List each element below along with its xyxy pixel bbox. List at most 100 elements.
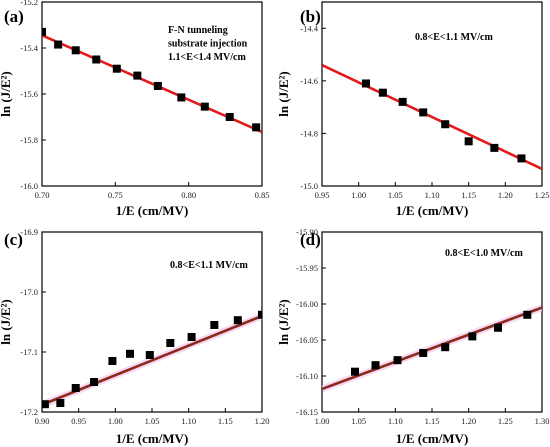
y-axis-label: ln (J/E²) xyxy=(0,299,13,344)
annotation-text: 0.8<E<1.1 MV/cm xyxy=(415,32,493,43)
data-point xyxy=(371,361,380,370)
y-tick-label: -17.1 xyxy=(20,347,38,357)
data-point xyxy=(233,316,242,325)
x-tick-label: 1.15 xyxy=(461,190,476,200)
x-tick-label: 1.15 xyxy=(218,416,233,426)
panel-label: (b) xyxy=(300,7,321,26)
panel-b: 0.95 1.00 1.05 1.10 1.15 1.20 1.25 -15.0 -14.8 -1… xyxy=(276,1,550,218)
x-tick-label: 0.95 xyxy=(315,190,330,200)
x-tick-label: 0.85 xyxy=(255,190,270,200)
panel-label: (a) xyxy=(4,7,24,26)
y-tick-label: -16.15 xyxy=(296,407,318,417)
data-point xyxy=(362,79,370,88)
data-point xyxy=(166,339,175,347)
y-tick-label: -14.6 xyxy=(300,76,318,86)
y-tick-label: -16.10 xyxy=(296,371,318,381)
x-tick-label: 1.20 xyxy=(461,416,476,426)
y-tick-label: -15.6 xyxy=(20,89,38,99)
x-tick-label: 1.05 xyxy=(388,190,403,200)
data-point xyxy=(112,64,121,73)
data-point xyxy=(177,93,186,102)
data-point xyxy=(419,348,428,357)
x-tick-label: 1.05 xyxy=(351,416,366,426)
data-point xyxy=(258,310,262,319)
plot-area xyxy=(42,310,262,409)
data-point xyxy=(398,97,407,106)
y-tick-label: -15.0 xyxy=(300,181,318,191)
y-tick-label: -16.0 xyxy=(20,181,38,191)
x-tick-label: 0.95 xyxy=(71,416,86,426)
x-tick-label: 1.00 xyxy=(351,190,366,200)
data-point xyxy=(468,332,477,341)
data-point xyxy=(393,356,402,365)
data-point xyxy=(490,143,499,152)
y-tick-label: -16.00 xyxy=(296,299,318,309)
data-point xyxy=(464,137,473,146)
y-tick-label: -16.9 xyxy=(20,227,38,237)
panel-d: 1.00 1.05 1.10 1.15 1.20 1.25 1.30 -16.15 -16.10… xyxy=(276,227,549,446)
data-point xyxy=(187,333,196,341)
y-tick-label: -16.05 xyxy=(296,335,318,345)
data-point xyxy=(145,351,154,359)
annotation-text: F-N tunneling xyxy=(168,25,228,36)
data-point xyxy=(523,310,532,319)
x-axis-label: 1/E (cm/MV) xyxy=(396,203,469,218)
plot-area xyxy=(42,27,262,134)
annotation-text: 0.8<E<1.1 MV/cm xyxy=(170,260,248,271)
x-tick-label: 1.25 xyxy=(498,416,513,426)
y-axis-label: ln (J/E²) xyxy=(276,299,291,344)
x-tick-label: 0.75 xyxy=(108,190,123,200)
y-axis-label: ln (J/E²) xyxy=(276,71,291,116)
x-tick-label: 0.80 xyxy=(181,190,196,200)
x-tick-label: 1.25 xyxy=(535,190,550,200)
data-point xyxy=(351,367,359,376)
data-point xyxy=(92,55,101,64)
x-tick-label: 1.10 xyxy=(425,190,440,200)
x-tick-label: 1.00 xyxy=(108,416,123,426)
x-axis-label: 1/E (cm/MV) xyxy=(396,431,469,446)
annotation-text: substrate injection xyxy=(168,39,248,50)
x-tick-label: 0.70 xyxy=(35,190,50,200)
x-tick-label: 1.30 xyxy=(535,416,550,426)
plot-area xyxy=(322,63,542,171)
panel-label: (d) xyxy=(300,230,321,249)
fit-line xyxy=(322,63,542,171)
data-point xyxy=(42,400,49,409)
data-point xyxy=(252,123,261,132)
data-point xyxy=(133,71,142,80)
y-tick-label: -15.2 xyxy=(20,0,38,7)
data-point xyxy=(200,102,209,111)
x-axis-label: 1/E (cm/MV) xyxy=(116,431,189,446)
panel-c: 0.90 0.95 1.00 1.05 1.10 1.15 1.20 -17.2 -17.1 -1… xyxy=(0,227,269,446)
data-point xyxy=(419,108,428,117)
x-tick-label: 1.20 xyxy=(255,416,270,426)
x-tick-label: 1.20 xyxy=(498,190,513,200)
y-axis-label: ln (J/E²) xyxy=(0,71,13,116)
x-tick-label: 1.05 xyxy=(145,416,160,426)
y-tick-label: -15.8 xyxy=(20,135,38,145)
annotation-text: 1.1<E<1.4 MV/cm xyxy=(168,52,246,63)
y-tick-label: -14.4 xyxy=(300,23,318,33)
plot-frame xyxy=(321,1,543,187)
data-point xyxy=(90,378,99,386)
data-point xyxy=(378,88,387,97)
data-point xyxy=(108,357,117,365)
plot-frame xyxy=(41,1,263,187)
x-axis-label: 1/E (cm/MV) xyxy=(116,203,189,218)
data-point xyxy=(56,399,65,407)
x-tick-label: 1.00 xyxy=(315,416,330,426)
fit-line xyxy=(322,306,542,391)
data-point xyxy=(517,154,526,163)
data-point xyxy=(441,343,450,352)
y-tick-label: -15.90 xyxy=(296,227,318,237)
data-point xyxy=(54,40,63,49)
x-tick-label: 1.15 xyxy=(425,416,440,426)
panel-a: 0.70 0.75 0.80 0.85 -16.0 -15.8 -15.6 -15.4 -15.… xyxy=(0,0,269,218)
y-tick-label: -14.8 xyxy=(300,128,318,138)
data-point xyxy=(153,81,162,90)
annotation-text: 0.8<E<1.0 MV/cm xyxy=(445,248,523,259)
y-tick-label: -15.4 xyxy=(20,43,38,53)
data-point xyxy=(71,384,80,392)
data-point xyxy=(441,120,450,129)
